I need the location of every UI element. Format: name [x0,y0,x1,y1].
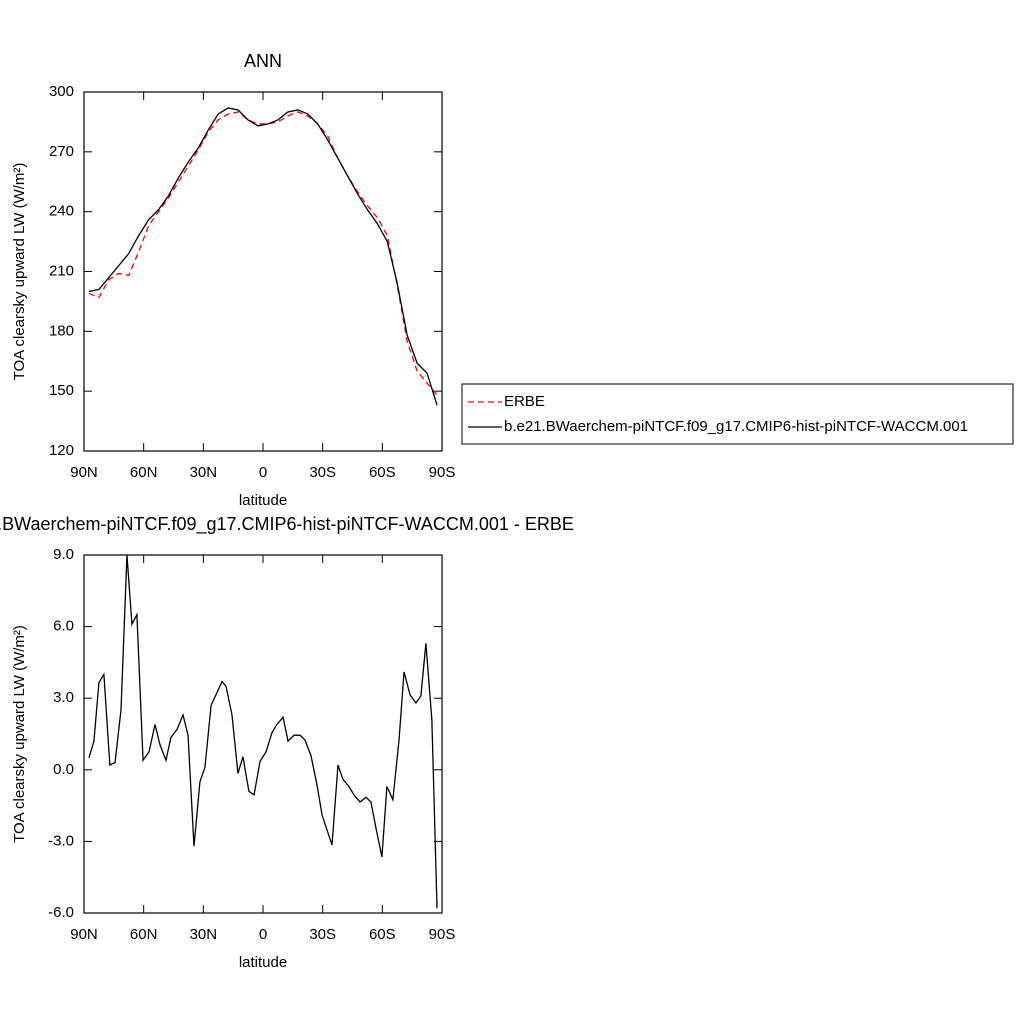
y-tick-label: 0.0 [53,761,74,778]
data-line [88,111,438,396]
x-tick-label: 60S [369,464,396,481]
x-tick-label: 90S [429,926,456,943]
x-tick-label: 60S [369,926,396,943]
y-tick-label: 240 [49,203,74,220]
x-tick-label: 90N [70,926,98,943]
plot-frame [83,91,443,452]
y-tick-label: 6.0 [53,618,74,635]
data-line [88,107,438,406]
x-tick-label: 30N [190,926,218,943]
y-axis-label: TOA clearsky upward LW (W/m²) [11,163,28,381]
y-tick-label: 210 [49,262,74,279]
chart-title: b.e21.BWaerchem-piNTCF.f09_g17.CMIP6-his… [0,514,574,535]
chart-title: ANN [244,51,282,71]
y-tick-label: 3.0 [53,689,74,706]
y-axis-label: TOA clearsky upward LW (W/m²) [11,625,28,843]
plot-frame [83,554,443,914]
y-tick-label: 270 [49,143,74,160]
x-tick-label: 30S [309,926,336,943]
x-tick-label: 0 [259,464,267,481]
x-axis-label: latitude [239,954,287,971]
x-axis-label: latitude [239,492,287,509]
legend-label: ERBE [504,393,545,410]
x-tick-label: 30S [309,464,336,481]
y-tick-label: 9.0 [53,546,74,563]
x-tick-label: 60N [130,926,158,943]
x-tick-label: 90N [70,464,98,481]
y-tick-label: 180 [49,322,74,339]
x-tick-label: 0 [259,926,267,943]
x-tick-label: 60N [130,464,158,481]
y-tick-label: 150 [49,382,74,399]
y-tick-label: 120 [49,442,74,459]
y-tick-label: -6.0 [48,904,74,921]
legend-box [461,383,1014,445]
x-tick-label: 90S [429,464,456,481]
legend-label: b.e21.BWaerchem-piNTCF.f09_g17.CMIP6-his… [504,418,968,435]
y-tick-label: -3.0 [48,832,74,849]
y-tick-label: 300 [49,83,74,100]
data-line [88,554,438,909]
x-tick-label: 30N [190,464,218,481]
